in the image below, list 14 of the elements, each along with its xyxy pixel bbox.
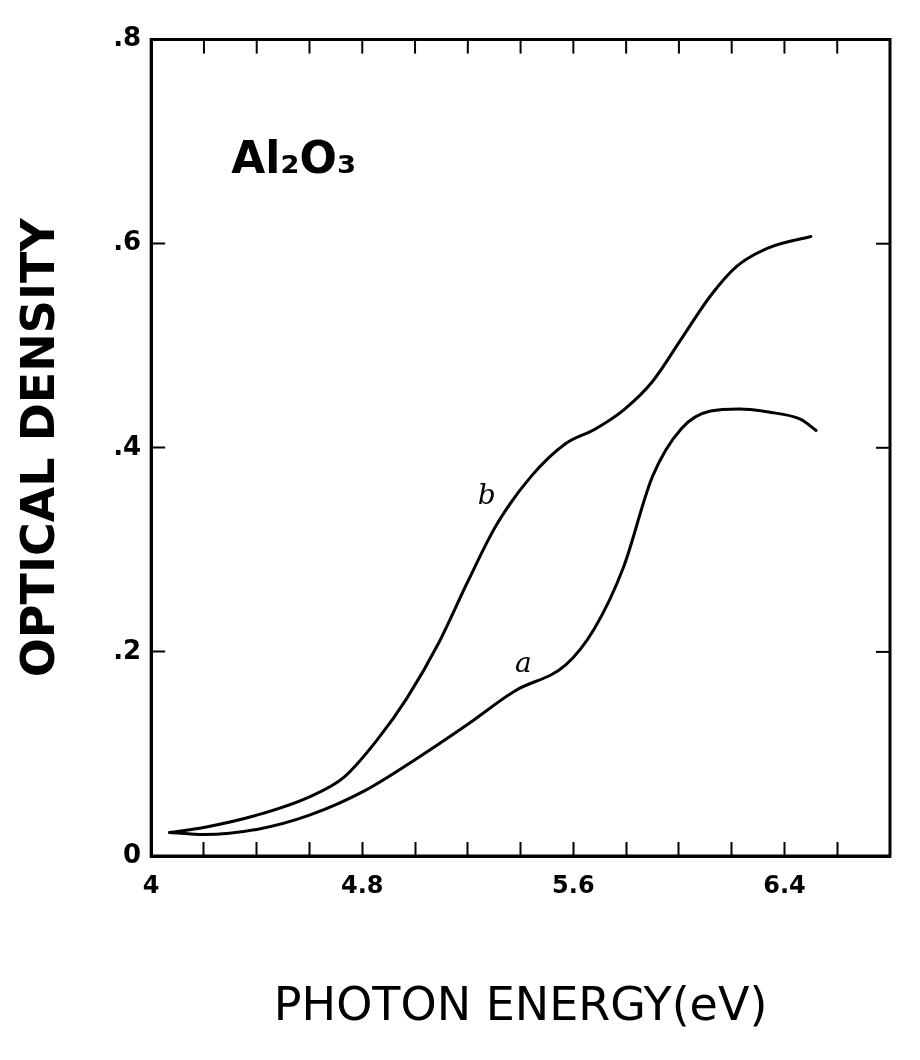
- y-axis-title: OPTICAL DENSITY: [10, 217, 65, 678]
- annotation: Al₂O₃: [231, 132, 357, 184]
- y-tick-label: .2: [113, 634, 142, 665]
- y-tick-label: 0: [123, 838, 142, 869]
- x-tick-label: 6.4: [763, 870, 806, 899]
- series-label: a: [514, 645, 532, 679]
- x-tick-label: 5.6: [552, 870, 595, 899]
- y-tick-label: .4: [113, 430, 142, 461]
- x-tick-label: 4: [142, 870, 160, 899]
- series-label: b: [477, 477, 496, 511]
- y-tick-label: .6: [113, 226, 142, 257]
- x-axis-title: PHOTON ENERGY(eV): [273, 977, 768, 1032]
- y-tick-label: .8: [113, 22, 142, 53]
- x-tick-label: 4.8: [341, 870, 384, 899]
